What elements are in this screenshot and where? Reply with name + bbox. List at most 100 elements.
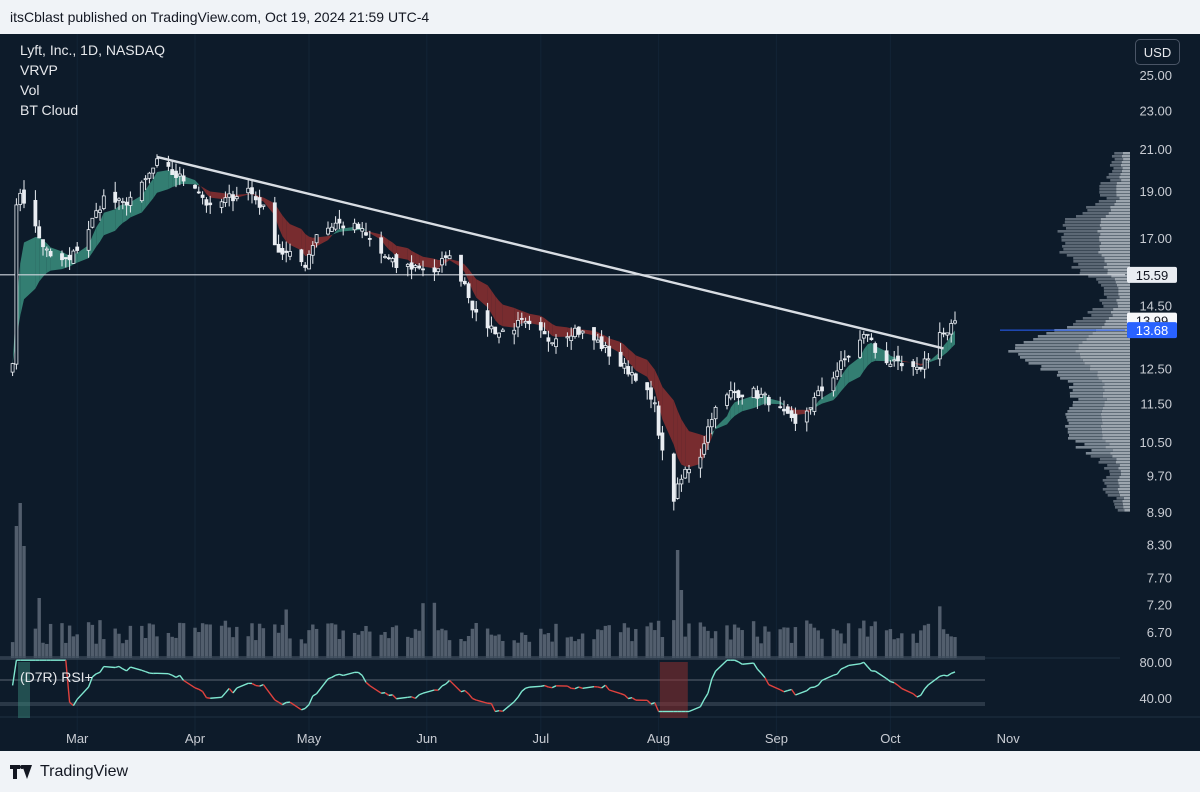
candle-body xyxy=(33,199,38,227)
rsi-line-segment xyxy=(498,709,503,712)
volume-bar xyxy=(485,628,490,658)
candle-body xyxy=(417,265,422,269)
volume-bar xyxy=(151,624,155,658)
legend-indicator-bt-cloud[interactable]: BT Cloud xyxy=(20,102,79,118)
cloud-segment xyxy=(901,360,914,363)
volume-bar xyxy=(846,623,851,658)
rsi-line-segment xyxy=(859,661,865,665)
volume-bar xyxy=(204,624,209,658)
profile-bar xyxy=(1117,488,1130,491)
volume-bar xyxy=(656,620,661,658)
volume-bar xyxy=(60,623,64,658)
volume-bar xyxy=(341,630,345,658)
volume-bar xyxy=(379,634,383,658)
price-chart[interactable]: (D7R) RSI+ 25.00 23.00 21.00 19.00 17.00 14.5… xyxy=(0,34,1200,751)
profile-bar xyxy=(1079,272,1108,275)
cloud-segment xyxy=(419,254,423,267)
legend-indicator-vrvp[interactable]: VRVP xyxy=(20,62,58,78)
volume-bar xyxy=(649,622,653,658)
rsi-line-segment xyxy=(361,675,367,683)
candle-body xyxy=(174,170,178,178)
price-axis[interactable]: 25.00 23.00 21.00 19.00 17.00 14.50 12.50 11.50… xyxy=(1127,68,1177,706)
profile-bar xyxy=(1110,206,1130,209)
profile-bar xyxy=(1062,224,1100,227)
volume-bar xyxy=(45,643,49,658)
profile-bar xyxy=(1114,503,1123,506)
candle-body xyxy=(67,254,72,261)
profile-bar xyxy=(1102,479,1118,482)
profile-bar xyxy=(1110,209,1130,212)
profile-bar xyxy=(1117,509,1125,512)
volume-bar xyxy=(755,636,760,658)
cloud-segment xyxy=(635,355,648,377)
candle-body xyxy=(22,189,26,204)
profile-bar xyxy=(1101,326,1130,329)
profile-bar xyxy=(1088,335,1130,338)
rsi-line-segment xyxy=(357,671,363,677)
profile-bar xyxy=(1057,371,1098,374)
candle-body xyxy=(329,226,334,232)
currency-button[interactable]: USD xyxy=(1135,39,1180,65)
cloud-segment xyxy=(195,180,199,186)
candle-body xyxy=(831,377,836,392)
cloud-segment xyxy=(407,248,412,263)
volume-bar xyxy=(254,640,258,658)
cloud-segment xyxy=(198,184,203,189)
cloud-segment xyxy=(841,370,845,392)
legend-symbol[interactable]: Lyft, Inc., 1D, NASDAQ xyxy=(20,42,165,58)
volume-bar xyxy=(919,630,923,658)
candle-body xyxy=(90,217,95,228)
rsi-line-segment xyxy=(817,679,823,686)
volume-bar xyxy=(166,632,171,658)
rsi-line-segment xyxy=(927,675,941,686)
profile-bar xyxy=(1101,410,1130,413)
volume-bar xyxy=(368,631,372,658)
cloud-segment xyxy=(39,237,43,282)
profile-bar xyxy=(1120,473,1130,476)
profile-bar xyxy=(1008,350,1076,353)
rsi-line-segment xyxy=(924,684,929,690)
profile-bar xyxy=(1078,344,1130,347)
cloud-segment xyxy=(529,313,541,326)
candle-body xyxy=(763,393,767,396)
profile-bar xyxy=(1109,443,1130,446)
rsi-line-segment xyxy=(414,694,420,699)
candle-body xyxy=(888,363,893,367)
candle-body xyxy=(706,426,710,443)
profile-bar xyxy=(1073,257,1105,260)
profile-bar xyxy=(1099,236,1130,239)
volume-bar xyxy=(364,625,368,658)
candle-body xyxy=(341,225,346,229)
candle-body xyxy=(592,327,596,341)
volume-bar xyxy=(497,634,501,658)
legend-indicator-vol[interactable]: Vol xyxy=(20,82,40,98)
profile-bar xyxy=(1113,500,1123,503)
candle-body xyxy=(466,283,471,299)
tradingview-logo[interactable]: TradingView xyxy=(10,763,128,781)
profile-bar xyxy=(1097,230,1130,233)
rsi-line-segment xyxy=(844,664,849,669)
profile-bar xyxy=(1067,380,1103,383)
rsi-line-segment xyxy=(339,673,344,677)
volume-bar xyxy=(356,634,361,658)
cloud-segment xyxy=(20,242,24,317)
horizontal-line-tag: 15.59 xyxy=(1136,268,1169,283)
rsi-line-segment xyxy=(236,682,249,689)
profile-bar xyxy=(1115,461,1130,464)
volume-bar xyxy=(387,638,391,658)
trendline[interactable] xyxy=(156,155,944,350)
candle-body xyxy=(117,198,121,201)
rsi-line-segment xyxy=(699,699,705,708)
profile-bar xyxy=(1119,494,1130,497)
profile-bar xyxy=(1106,197,1120,200)
time-tick-label: Jun xyxy=(416,731,437,746)
rsi-line-segment xyxy=(578,686,583,689)
candle-body xyxy=(892,359,897,362)
chart-area[interactable]: (D7R) RSI+ 25.00 23.00 21.00 19.00 17.00 14.5… xyxy=(0,34,1200,751)
rsi-line-segment xyxy=(939,674,944,677)
price-tick-label: 12.50 xyxy=(1139,361,1172,376)
time-axis[interactable]: Mar Apr May Jun Jul Aug Sep Oct Nov xyxy=(66,731,1020,746)
cloud-segment xyxy=(126,202,131,221)
profile-bar xyxy=(1090,365,1130,368)
rsi-tick-label: 80.00 xyxy=(1139,655,1172,670)
